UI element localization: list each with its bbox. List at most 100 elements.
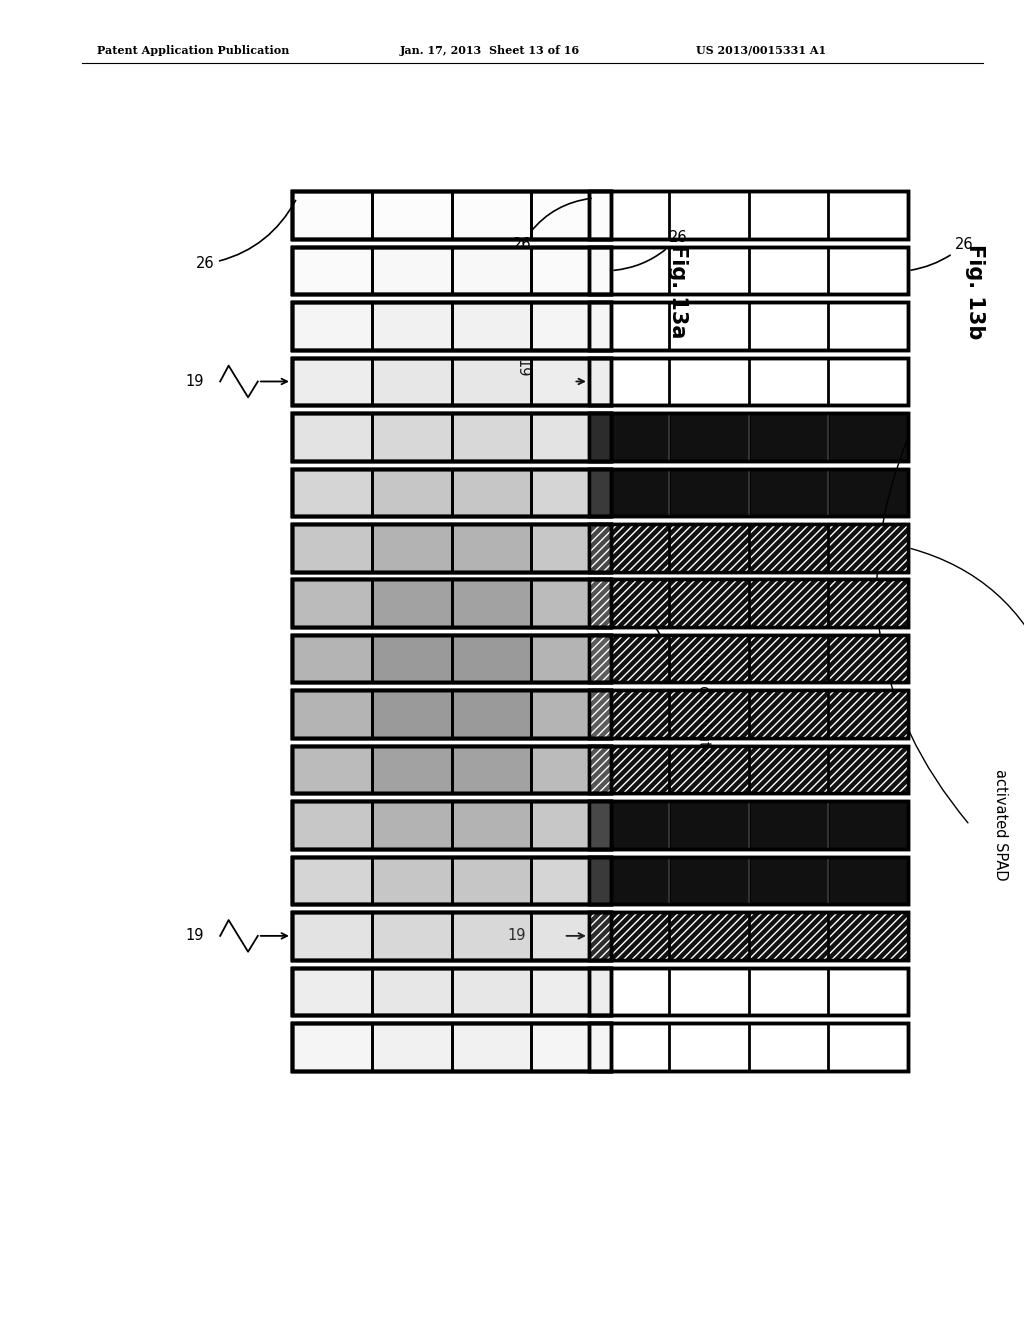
Bar [372,968,452,1015]
Bar [531,801,611,849]
Bar [292,413,611,461]
Bar [292,579,611,627]
Bar [292,413,611,461]
Bar [292,857,611,904]
Bar [372,635,452,682]
Bar [589,635,908,682]
Bar [292,801,611,849]
Bar [452,413,531,461]
Bar [589,801,908,849]
Bar [292,247,372,294]
Bar [589,524,908,572]
Bar [372,1023,452,1071]
Bar [292,358,611,405]
Bar [292,191,611,239]
Text: Patent Application Publication: Patent Application Publication [97,45,290,55]
Bar [292,857,611,904]
Text: light distribution: light distribution [696,648,711,770]
Bar [292,746,611,793]
Bar [589,413,908,461]
Bar [292,912,611,960]
Bar [292,690,611,738]
Bar [292,302,611,350]
Bar [292,912,611,960]
Bar [531,690,611,738]
Bar [589,635,908,682]
Bar [589,857,908,904]
Bar [452,579,531,627]
Bar [292,413,611,461]
Bar [292,247,611,294]
Bar [372,690,452,738]
Bar [531,746,611,793]
Bar [292,1023,611,1071]
Bar [292,413,611,461]
Bar [589,968,908,1015]
Bar [452,857,531,904]
Bar [292,968,372,1015]
Bar [292,469,372,516]
Bar [589,912,908,960]
Bar [589,579,908,627]
Bar [292,690,611,738]
Bar [452,358,531,405]
Text: Jan. 17, 2013  Sheet 13 of 16: Jan. 17, 2013 Sheet 13 of 16 [399,45,580,55]
Text: Fig. 13b: Fig. 13b [965,244,985,339]
Bar [292,801,611,849]
Bar [452,746,531,793]
Bar [589,912,908,960]
Bar [292,524,611,572]
Bar [589,469,908,516]
Bar [292,690,611,738]
Bar [452,469,531,516]
Bar [531,302,611,350]
Bar [292,635,611,682]
Bar [589,358,908,405]
Bar [372,857,452,904]
Bar [452,968,531,1015]
Bar [292,413,372,461]
Bar [292,912,611,960]
Bar [589,247,908,294]
Bar [292,801,611,849]
Bar [589,968,908,1015]
Bar [292,1023,611,1071]
Bar [531,413,611,461]
Bar [292,1023,611,1071]
Bar [292,857,611,904]
Bar [292,690,611,738]
Bar [372,579,452,627]
Bar [292,247,611,294]
Bar [589,469,908,516]
Bar [589,579,908,627]
Bar [452,635,531,682]
Bar [589,413,908,461]
Bar [372,524,452,572]
Bar [292,1023,372,1071]
Bar [292,579,611,627]
Bar [292,857,611,904]
Bar [589,524,908,572]
Text: 26: 26 [513,198,591,252]
Bar [292,524,611,572]
Bar [292,524,611,572]
Bar [292,635,611,682]
Bar [531,191,611,239]
Bar [589,857,908,904]
Bar [372,302,452,350]
Bar [372,191,452,239]
Bar [531,247,611,294]
Bar [589,1023,908,1071]
Bar [292,912,372,960]
Bar [531,579,611,627]
Bar [589,746,908,793]
Bar [531,524,611,572]
Bar [292,247,611,294]
Bar [292,469,611,516]
Bar [589,524,908,572]
Text: 19: 19 [185,374,204,389]
Bar [292,857,372,904]
Bar [292,579,611,627]
Bar [292,635,372,682]
Text: 26: 26 [911,236,974,271]
